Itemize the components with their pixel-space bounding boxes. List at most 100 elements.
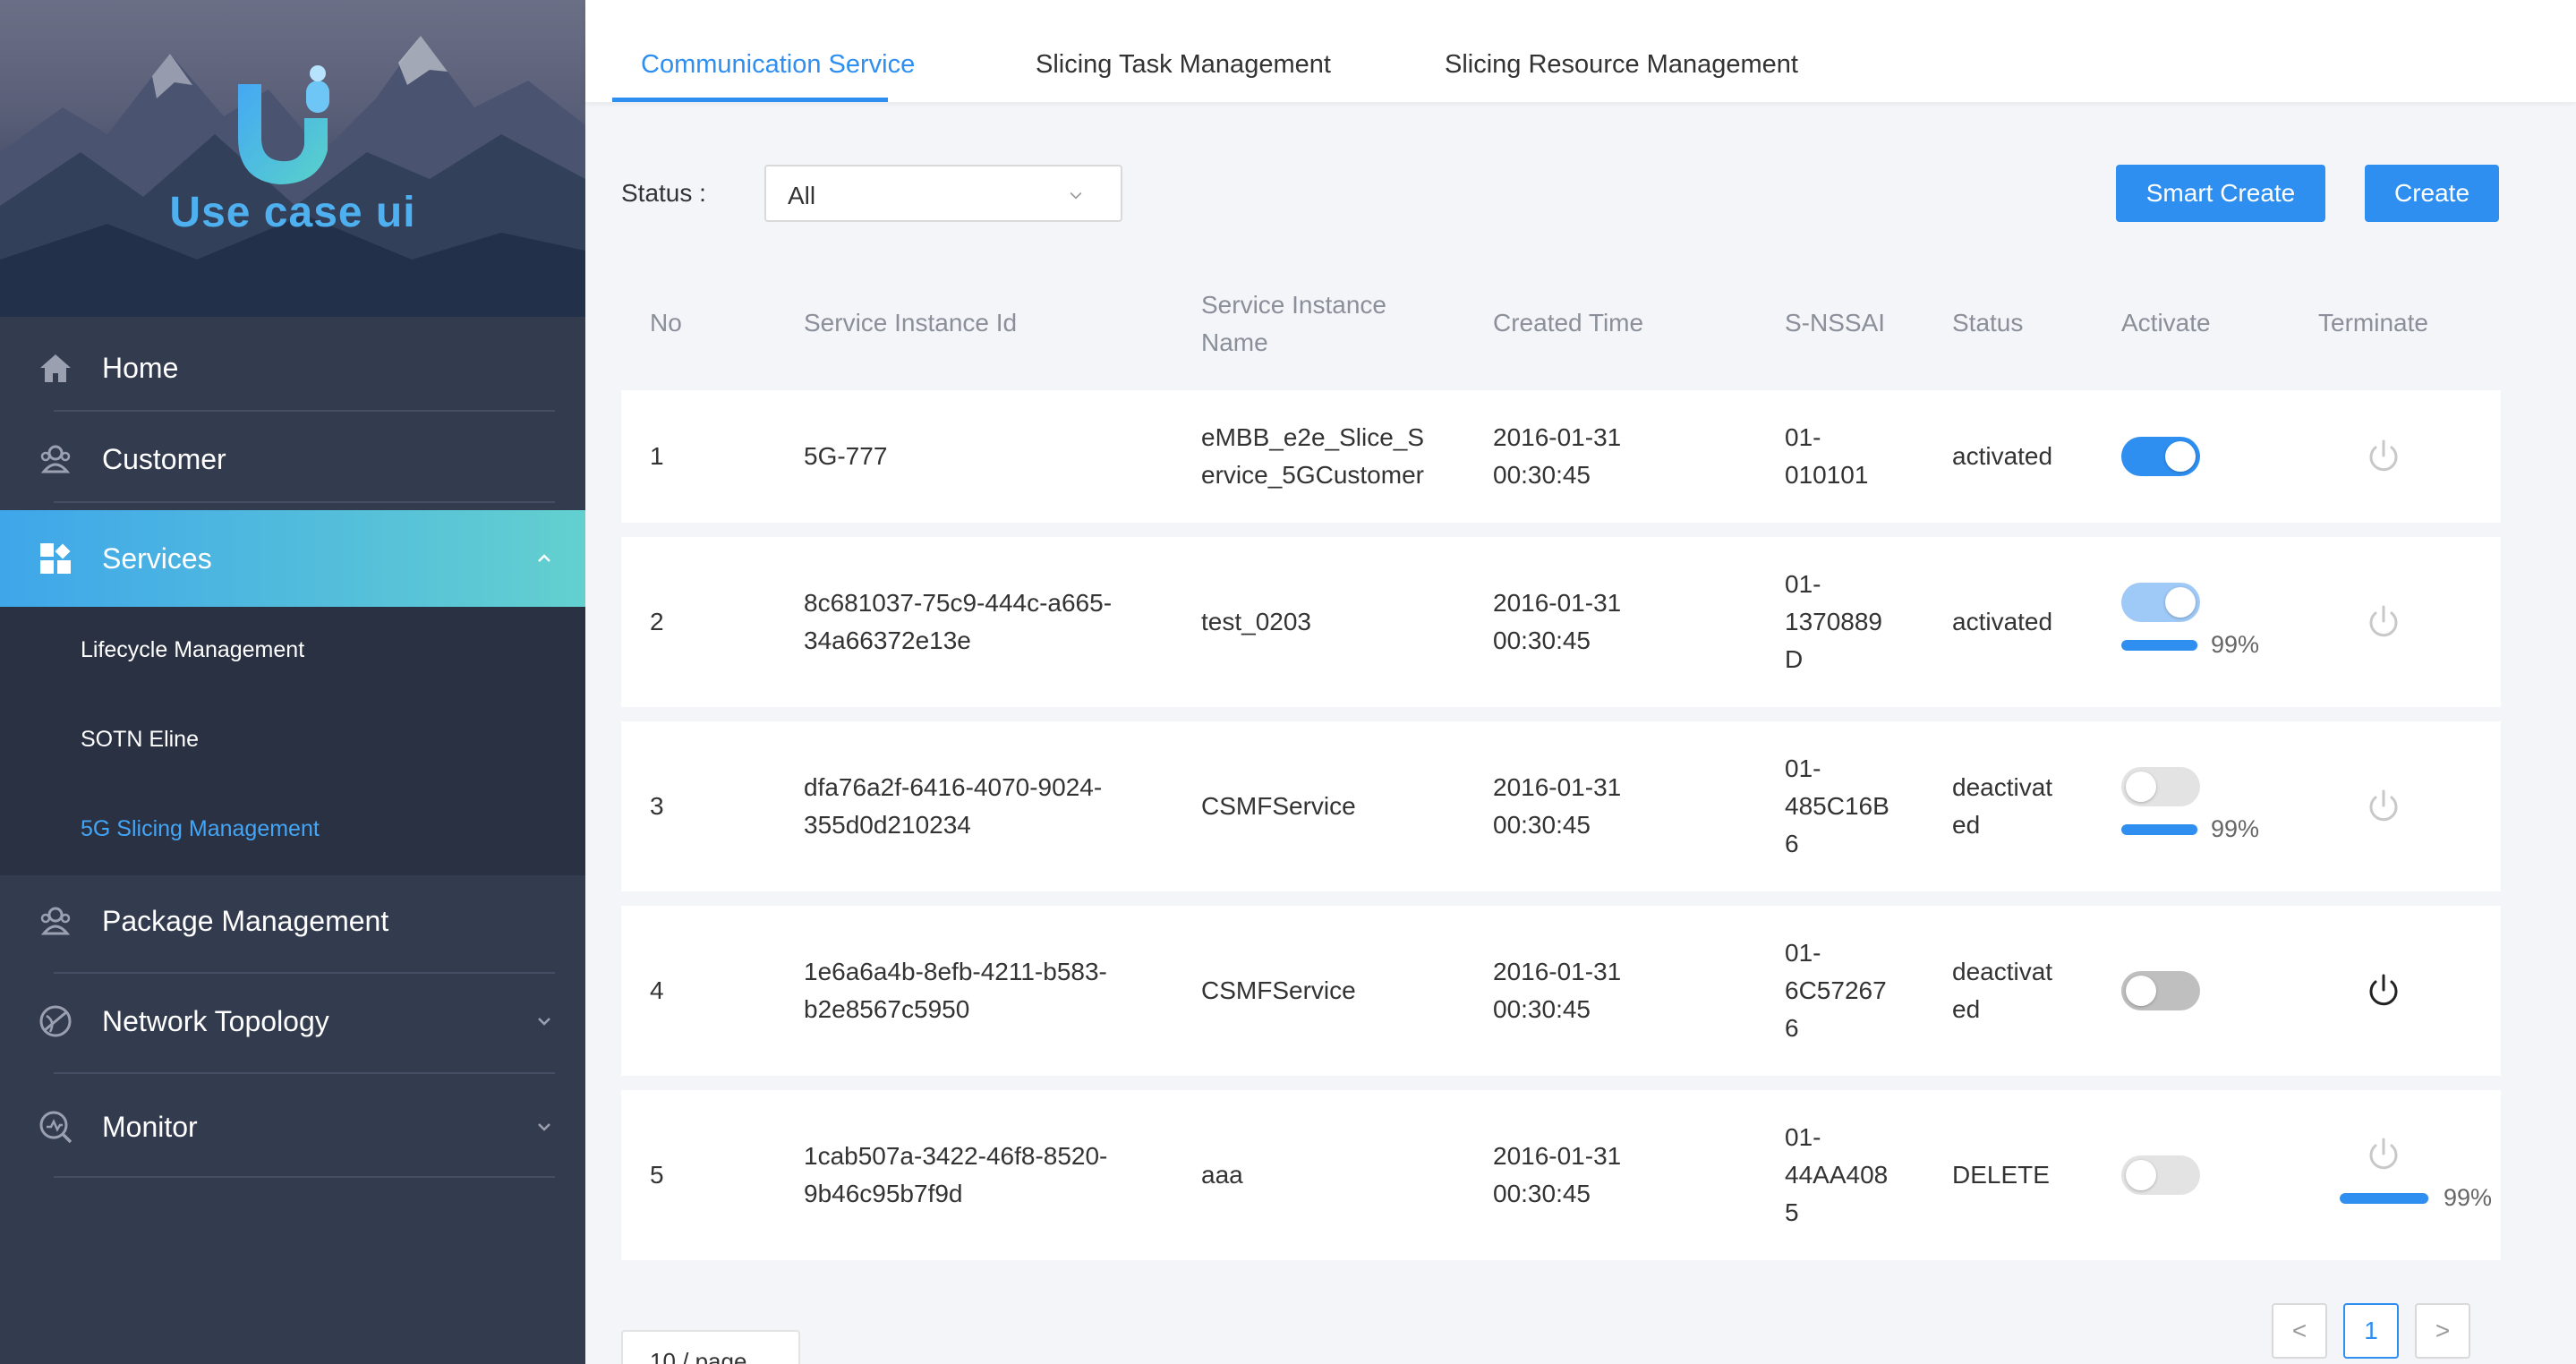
smart-create-button[interactable]: Smart Create (2116, 165, 2325, 222)
sidebar-item-home[interactable]: Home (0, 322, 585, 413)
cell-service-instance-name-line: aaa (1201, 1161, 1243, 1189)
activate-toggle[interactable] (2121, 1155, 2200, 1195)
cell-created-time-line: 2016-01-31 (1493, 589, 1622, 617)
services-submenu: Lifecycle Management SOTN Eline 5G Slici… (0, 607, 585, 875)
cell-status-line: deactivat (1952, 773, 2053, 801)
header-terminate: Terminate (2318, 309, 2428, 337)
divider (54, 972, 555, 974)
table-row: 3 dfa76a2f-6416-4070-9024- 355d0d210234 CSM… (621, 721, 2501, 891)
activate-toggle[interactable] (2121, 437, 2200, 476)
cell-status-line: activated (1952, 442, 2053, 470)
cell-s-nssai-line: 01- (1785, 754, 1821, 782)
tab-communication-service[interactable]: Communication Service (641, 50, 916, 79)
cell-s-nssai: 01- 1370889 D (1785, 566, 1882, 678)
progress-fill (2121, 640, 2198, 651)
cell-status: DELETE (1952, 1156, 2050, 1194)
cell-s-nssai-line: 6C57267 (1785, 976, 1887, 1004)
cell-status-line: ed (1952, 811, 1981, 839)
page-size-select[interactable]: 10 / page (621, 1330, 800, 1364)
cell-service-instance-id: 8c681037-75c9-444c-a665- 34a66372e13e (804, 584, 1112, 660)
activate-progress-bar (2121, 640, 2198, 651)
cell-created-time-line: 2016-01-31 (1493, 773, 1622, 801)
cell-created-time-line: 00:30:45 (1493, 811, 1591, 839)
cell-created-time-line: 00:30:45 (1493, 995, 1591, 1023)
sidebar-item-package-management[interactable]: Package Management (0, 875, 585, 967)
table-row: 1 5G-777 eMBB_e2e_Slice_S ervice_5GCustomer… (621, 390, 2501, 523)
toggle-knob (2126, 772, 2156, 802)
cell-no: 5 (650, 1161, 664, 1189)
app-name: Use case ui (169, 189, 416, 236)
table-row: 4 1e6a6a4b-8efb-4211-b583- b2e8567c5950 CSM… (621, 906, 2501, 1076)
activate-progress-text: 99% (2211, 631, 2260, 658)
create-button[interactable]: Create (2365, 165, 2499, 222)
cell-created-time-line: 2016-01-31 (1493, 958, 1622, 985)
cell-created-time: 2016-01-31 00:30:45 (1493, 953, 1621, 1028)
header-activate: Activate (2121, 309, 2211, 337)
cell-created-time: 2016-01-31 00:30:45 (1493, 1138, 1621, 1213)
sidebar-item-services[interactable]: Services (0, 510, 585, 607)
cell-service-instance-name-line: CSMFService (1201, 976, 1356, 1004)
power-icon[interactable] (2365, 972, 2402, 1010)
cell-service-instance-id-line: dfa76a2f-6416-4070-9024- (804, 773, 1103, 801)
tab-slicing-resource-management[interactable]: Slicing Resource Management (1445, 50, 1798, 79)
active-tab-indicator (612, 98, 888, 102)
chevron-down-icon (1070, 192, 1082, 200)
cell-status-line: activated (1952, 608, 2053, 635)
cell-status-line: deactivat (1952, 958, 2053, 985)
pagination-next-button[interactable]: > (2415, 1303, 2470, 1359)
cell-service-instance-name: CSMFService (1201, 788, 1356, 825)
pagination-prev-button[interactable]: < (2272, 1303, 2327, 1359)
sidebar-item-monitor[interactable]: Monitor (0, 1081, 585, 1172)
pagination-page-1[interactable]: 1 (2343, 1303, 2399, 1359)
header-service-instance-id: Service Instance Id (804, 309, 1018, 337)
cell-created-time-line: 00:30:45 (1493, 461, 1591, 489)
activate-toggle[interactable] (2121, 767, 2200, 806)
terminate-progress-text: 99% (2444, 1184, 2493, 1211)
sidebar-item-label: Network Topology (102, 1004, 329, 1037)
status-filter-label: Status : (621, 179, 706, 207)
submenu-item-5g-slicing[interactable]: 5G Slicing Management (81, 816, 320, 841)
divider (54, 410, 555, 412)
cell-status-line: ed (1952, 995, 1981, 1023)
divider (54, 1072, 555, 1074)
cell-s-nssai-line: 01- (1785, 939, 1821, 967)
tab-slicing-task-management[interactable]: Slicing Task Management (1036, 50, 1331, 79)
cell-created-time: 2016-01-31 00:30:45 (1493, 769, 1621, 844)
sidebar-item-network-topology[interactable]: Network Topology (0, 976, 585, 1067)
cell-service-instance-id-line: 34a66372e13e (804, 627, 971, 654)
cell-s-nssai-line: 01- (1785, 570, 1821, 598)
cell-no: 4 (650, 976, 664, 1004)
divider (54, 501, 555, 503)
cell-service-instance-id-line: b2e8567c5950 (804, 995, 970, 1023)
cell-s-nssai-line: 6 (1785, 1014, 1799, 1042)
cell-s-nssai-line: D (1785, 645, 1804, 673)
submenu-item-sotn-eline[interactable]: SOTN Eline (81, 727, 199, 752)
cell-created-time: 2016-01-31 00:30:45 (1493, 584, 1621, 660)
cell-service-instance-id: 1e6a6a4b-8efb-4211-b583- b2e8567c5950 (804, 953, 1107, 1028)
sidebar-item-label: Home (102, 351, 179, 384)
chevron-up-icon (538, 554, 550, 562)
cell-created-time-line: 00:30:45 (1493, 627, 1591, 654)
services-icon (40, 543, 71, 574)
activate-toggle[interactable] (2121, 971, 2200, 1010)
submenu-item-lifecycle[interactable]: Lifecycle Management (81, 637, 305, 662)
home-icon (40, 354, 71, 382)
sidebar: Use case ui Home Customer Services (0, 0, 585, 1364)
activate-toggle[interactable] (2121, 583, 2200, 622)
terminate-progress-bar (2340, 1193, 2429, 1204)
status-select[interactable]: All (764, 165, 1122, 222)
cell-status: activated (1952, 603, 2052, 641)
chevron-down-icon (538, 1123, 550, 1131)
table-row: 2 8c681037-75c9-444c-a665- 34a66372e13e tes… (621, 537, 2501, 707)
progress-fill (2340, 1193, 2428, 1204)
cell-service-instance-id: dfa76a2f-6416-4070-9024- 355d0d210234 (804, 769, 1102, 844)
cell-s-nssai: 01- 6C57267 6 (1785, 934, 1887, 1047)
cell-s-nssai-line: 5 (1785, 1198, 1799, 1226)
cell-status-line: DELETE (1952, 1161, 2050, 1189)
sidebar-item-customer[interactable]: Customer (0, 413, 585, 505)
cell-s-nssai: 01- 010101 (1785, 419, 1868, 494)
power-icon (2365, 788, 2402, 825)
activate-progress-bar (2121, 824, 2198, 835)
cell-created-time: 2016-01-31 00:30:45 (1493, 419, 1621, 494)
cell-s-nssai: 01- 485C16B 6 (1785, 750, 1889, 863)
